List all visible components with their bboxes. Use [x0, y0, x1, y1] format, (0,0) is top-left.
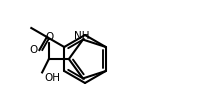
Text: NH: NH [74, 31, 89, 41]
Text: O: O [45, 33, 54, 43]
Text: OH: OH [44, 73, 60, 83]
Text: O: O [29, 45, 37, 55]
